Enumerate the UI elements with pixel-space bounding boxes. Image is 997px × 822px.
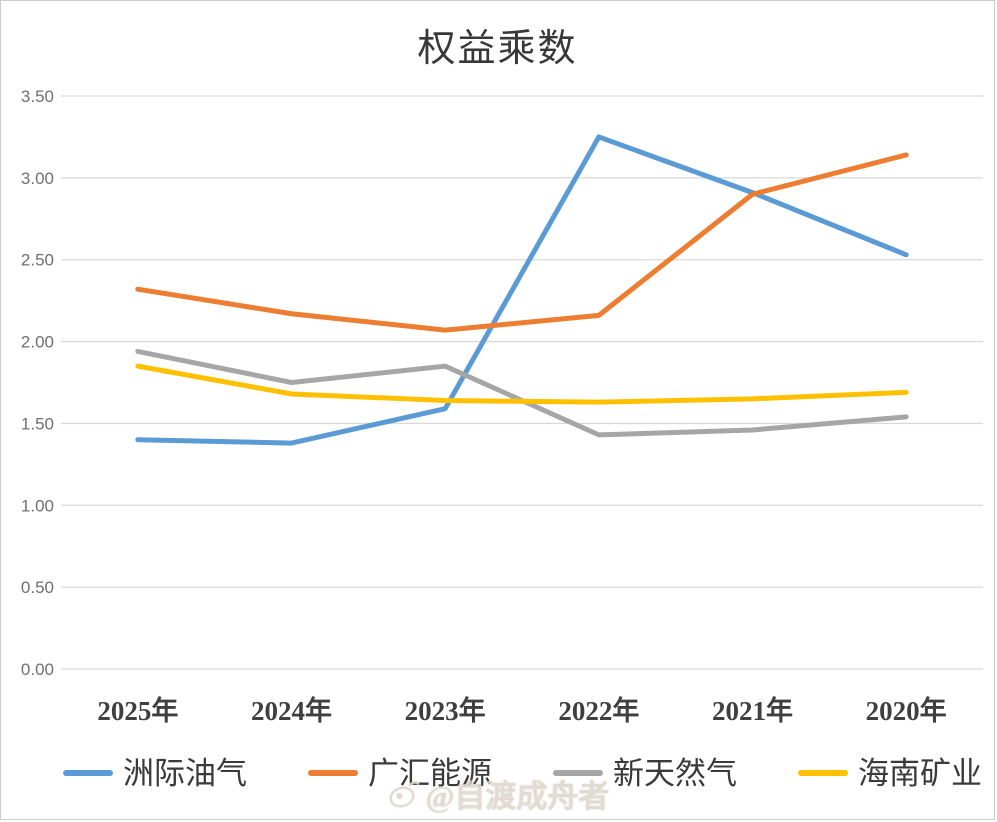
x-tick-label: 2023年 xyxy=(405,695,486,726)
legend-item-1: 广汇能源 xyxy=(308,758,492,789)
series-lines xyxy=(135,134,909,446)
line-chart-plot: 0.000.501.001.502.002.503.003.50 2025年 20… xyxy=(21,87,983,726)
y-tick-label: 0.00 xyxy=(21,660,54,679)
legend-item-0: 洲际油气 xyxy=(63,758,247,789)
legend-item-3: 海南矿业 xyxy=(798,758,982,789)
x-tick-label: 2021年 xyxy=(712,695,793,726)
legend-marker-icon xyxy=(63,770,113,776)
y-tick-label: 2.00 xyxy=(21,333,54,352)
y-tick-label: 0.50 xyxy=(21,578,54,597)
series-line-3 xyxy=(135,363,909,405)
x-tick-label: 2024年 xyxy=(251,695,332,726)
x-tick-label: 2020年 xyxy=(866,695,947,726)
legend-marker-icon xyxy=(308,770,358,776)
legend: 洲际油气 广汇能源 新天然气 海南矿业 xyxy=(63,749,982,797)
series-line-2 xyxy=(135,348,909,438)
y-tick-label: 1.00 xyxy=(21,496,54,515)
legend-label: 洲际油气 xyxy=(123,755,247,791)
gridlines xyxy=(61,95,983,670)
x-tick-label: 2025年 xyxy=(97,695,178,726)
legend-marker-icon xyxy=(553,770,603,776)
y-tick-label: 3.50 xyxy=(21,87,54,106)
series-line-0 xyxy=(135,134,909,446)
legend-label: 广汇能源 xyxy=(368,755,492,791)
y-tick-label: 1.50 xyxy=(21,414,54,433)
legend-marker-icon xyxy=(798,770,848,776)
series-line-1 xyxy=(135,152,909,333)
y-tick-label: 2.50 xyxy=(21,251,54,270)
y-axis-labels: 0.00 0.50 1.00 1.50 2.00 2.50 3.00 3.50 xyxy=(21,87,54,679)
legend-label: 新天然气 xyxy=(613,755,737,791)
x-axis-labels: 2025年 2024年 2023年 2022年 2021年 2020年 xyxy=(97,695,946,726)
legend-label: 海南矿业 xyxy=(858,755,982,791)
legend-item-2: 新天然气 xyxy=(553,758,737,789)
chart-title: 权益乘数 xyxy=(417,28,578,70)
y-tick-label: 3.00 xyxy=(21,169,54,188)
x-tick-label: 2022年 xyxy=(558,695,639,726)
